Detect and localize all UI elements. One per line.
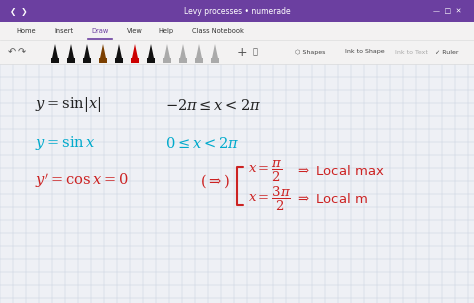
Bar	[99, 58, 107, 63]
Bar	[115, 58, 123, 63]
Bar	[83, 58, 91, 63]
Text: Draw: Draw	[91, 28, 108, 34]
Polygon shape	[99, 44, 107, 63]
Bar	[211, 58, 219, 63]
Text: $y = \sin|x|$: $y = \sin|x|$	[35, 95, 101, 115]
Text: ✓ Ruler: ✓ Ruler	[435, 49, 458, 55]
Text: Help: Help	[158, 28, 173, 34]
Polygon shape	[131, 44, 139, 63]
Text: $(\Rightarrow)$: $(\Rightarrow)$	[200, 172, 230, 190]
Text: View: View	[127, 28, 143, 34]
Bar	[0, 0, 474, 22]
Polygon shape	[211, 44, 219, 63]
Bar	[67, 58, 75, 63]
Text: $-2\pi \leq x < 2\pi$: $-2\pi \leq x < 2\pi$	[165, 98, 261, 112]
Polygon shape	[83, 44, 91, 63]
Text: ⓨ: ⓨ	[253, 48, 257, 56]
Text: $\Rightarrow$ Local max: $\Rightarrow$ Local max	[295, 164, 384, 178]
Text: Ink to Shape: Ink to Shape	[345, 49, 384, 55]
Text: $x = \dfrac{3\pi}{2}$: $x = \dfrac{3\pi}{2}$	[248, 185, 291, 213]
Text: Home: Home	[16, 28, 36, 34]
Text: —  □  ✕: — □ ✕	[434, 8, 462, 14]
Text: $y' = \cos x = 0$: $y' = \cos x = 0$	[35, 171, 129, 191]
Polygon shape	[163, 44, 171, 63]
Text: $x = \dfrac{\pi}{2}$: $x = \dfrac{\pi}{2}$	[248, 158, 283, 184]
Text: ❮  ❯: ❮ ❯	[10, 6, 27, 15]
Bar	[195, 58, 203, 63]
Polygon shape	[179, 44, 187, 63]
Bar	[147, 58, 155, 63]
Text: +: +	[237, 45, 247, 58]
Polygon shape	[195, 44, 203, 63]
Bar	[179, 58, 187, 63]
Text: Levy processes • numerade: Levy processes • numerade	[184, 6, 290, 15]
Text: $0 \leq x < 2\pi$: $0 \leq x < 2\pi$	[165, 135, 239, 151]
Polygon shape	[147, 44, 155, 63]
Text: ↷: ↷	[18, 47, 26, 57]
Text: $y = \sin x$: $y = \sin x$	[35, 134, 96, 152]
Bar	[0, 22, 474, 40]
Bar	[0, 40, 474, 64]
Bar	[51, 58, 59, 63]
Bar	[131, 58, 139, 63]
Bar	[163, 58, 171, 63]
Text: ↶: ↶	[8, 47, 16, 57]
Text: $\Rightarrow$ Local m: $\Rightarrow$ Local m	[295, 192, 368, 206]
Text: Insert: Insert	[55, 28, 73, 34]
Polygon shape	[115, 44, 123, 63]
Polygon shape	[67, 44, 75, 63]
Text: ⬡ Shapes: ⬡ Shapes	[295, 49, 325, 55]
Text: Ink to Text: Ink to Text	[395, 49, 428, 55]
Polygon shape	[51, 44, 59, 63]
Text: Class Notebook: Class Notebook	[192, 28, 244, 34]
